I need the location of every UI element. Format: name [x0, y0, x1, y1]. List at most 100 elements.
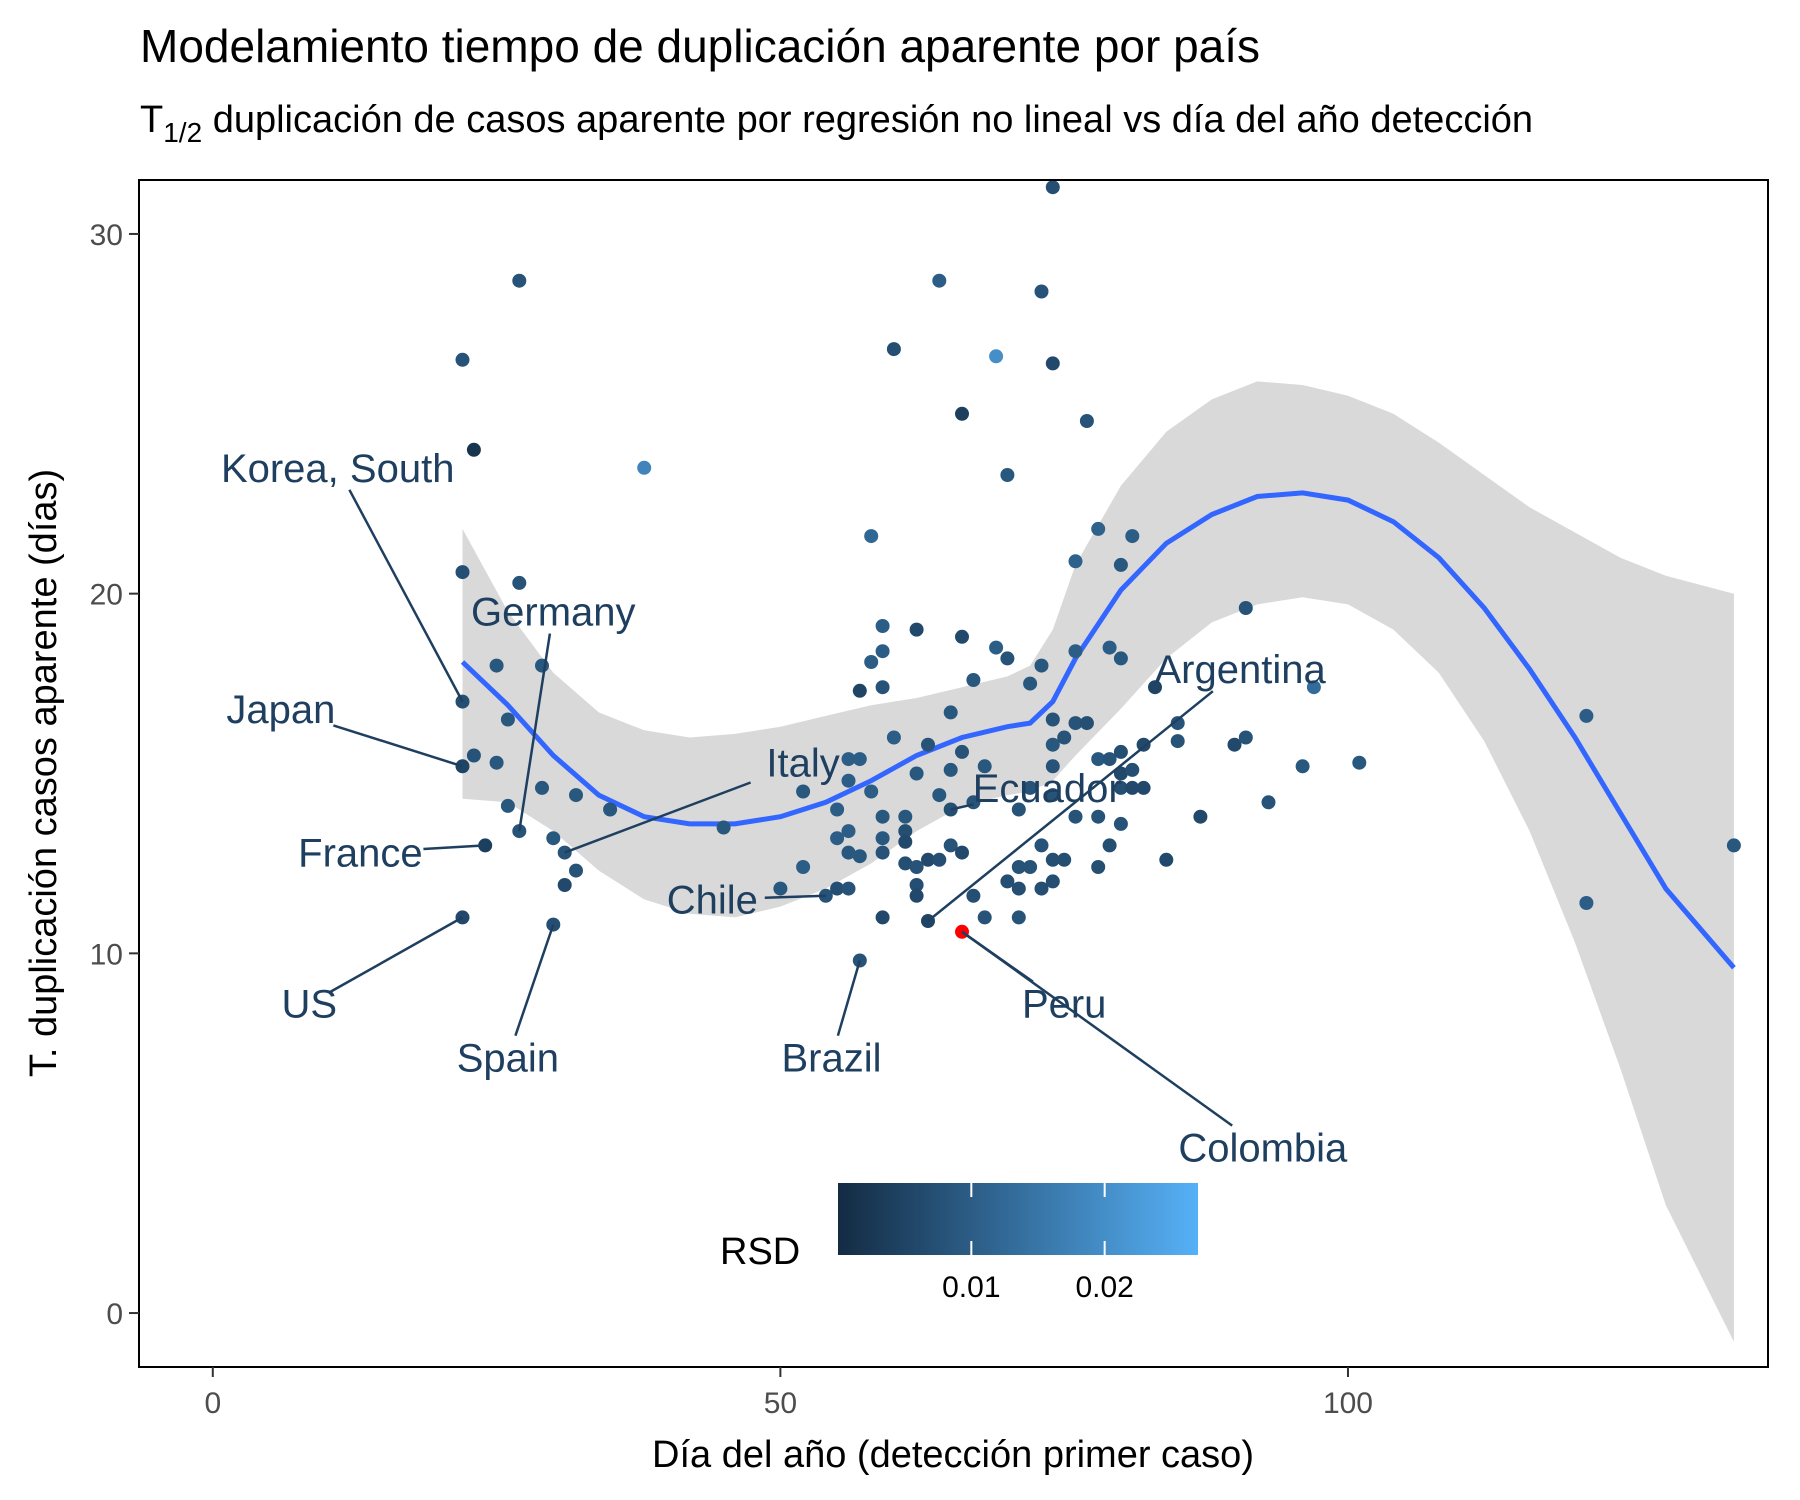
x-tick-label: 50 [764, 1387, 797, 1420]
data-point [1023, 676, 1038, 691]
data-point [489, 755, 504, 770]
data-point [1000, 874, 1015, 889]
data-point [1045, 180, 1060, 195]
data-point [796, 784, 811, 799]
data-point [841, 752, 856, 767]
data-point [864, 529, 879, 544]
annotation-leader-line [764, 894, 826, 899]
data-point [1057, 730, 1072, 745]
data-point [955, 406, 969, 421]
chart-subtitle: T1/2 duplicación de casos aparente por r… [140, 99, 1533, 148]
data-point [875, 845, 890, 860]
data-point [1113, 766, 1128, 781]
annotation-korea-south: Korea, South [221, 447, 464, 703]
data-point [898, 809, 913, 824]
data-point [830, 802, 845, 817]
data-point [1079, 716, 1094, 731]
data-point [955, 845, 969, 860]
annotation-leader-line [961, 930, 1233, 1127]
data-point [1170, 734, 1185, 749]
data-point [1045, 874, 1060, 889]
annotation-ecuador: Ecuador [950, 767, 1122, 811]
annotation-leader-line [564, 781, 752, 854]
annotation-us: US [282, 916, 464, 1027]
data-point [1113, 780, 1128, 795]
country-label: France [298, 832, 423, 876]
annotation-colombia: Colombia [961, 930, 1348, 1171]
data-point [1306, 680, 1321, 695]
data-point [1045, 712, 1060, 727]
annotation-leader-line [423, 844, 486, 851]
data-point [1227, 737, 1242, 752]
country-label: Korea, South [221, 447, 455, 491]
data-point [955, 629, 969, 644]
data-point [875, 680, 890, 695]
data-point [841, 824, 856, 839]
data-point [1102, 838, 1117, 853]
data-point [886, 342, 901, 357]
legend-tick-label: 0.01 [942, 1271, 1000, 1304]
country-label: Brazil [781, 1037, 881, 1081]
data-point [898, 824, 913, 839]
data-point [875, 831, 890, 846]
data-point [1045, 852, 1060, 867]
data-point [773, 881, 788, 896]
data-point [1000, 468, 1015, 482]
data-point [1045, 788, 1060, 803]
data-point [1102, 640, 1117, 655]
country-label: Italy [766, 742, 839, 786]
data-point [830, 831, 845, 846]
annotation-leader-line [514, 924, 555, 1037]
data-point [909, 860, 924, 874]
data-point [1579, 896, 1594, 910]
data-point [466, 748, 481, 763]
data-point [841, 845, 856, 860]
data-point [977, 910, 992, 925]
data-point [898, 856, 913, 871]
annotation-argentina: Argentina [927, 648, 1326, 922]
data-point [909, 622, 924, 637]
data-point [466, 442, 481, 457]
data-point [875, 809, 890, 824]
data-point [841, 773, 856, 788]
data-point [1125, 762, 1140, 777]
annotation-leader-line [518, 633, 552, 832]
subtitle-text: duplicación de casos aparente por regres… [202, 99, 1533, 141]
y-axis-title: T. duplicación casos aparente (días) [23, 469, 65, 1077]
data-point [1079, 414, 1094, 428]
plot-area [455, 180, 1741, 1342]
annotation-italy: Italy [564, 742, 840, 854]
data-point [989, 640, 1004, 655]
data-point [932, 788, 947, 803]
annotation-japan: Japan [226, 688, 463, 768]
data-point [1125, 780, 1140, 795]
country-label: Germany [471, 591, 636, 635]
data-point [852, 752, 867, 767]
data-point [852, 849, 867, 864]
legend-tick-label: 0.02 [1075, 1271, 1133, 1304]
data-point [943, 705, 958, 720]
data-point [966, 888, 981, 903]
data-point [1045, 737, 1060, 752]
country-label: Argentina [1154, 648, 1326, 692]
data-point [1011, 802, 1026, 817]
y-axis: 0 10 20 30 [90, 219, 139, 1331]
country-label: Chile [667, 878, 758, 922]
x-tick-label: 0 [204, 1387, 221, 1420]
data-point [1091, 521, 1106, 536]
data-point [921, 852, 935, 867]
data-point [1125, 529, 1140, 544]
legend: RSD 0.01 0.02 [720, 1183, 1198, 1304]
data-point [1136, 737, 1151, 752]
annotation-chile: Chile [667, 878, 826, 922]
data-point [1068, 644, 1083, 659]
data-point [455, 352, 470, 367]
data-point [1034, 284, 1049, 299]
y-tick-label: 20 [90, 579, 123, 612]
y-tick-label: 10 [90, 938, 123, 971]
data-point [500, 712, 515, 727]
annotation-brazil: Brazil [781, 960, 882, 1081]
data-point [1113, 651, 1128, 666]
country-label: US [282, 983, 338, 1027]
data-point [569, 788, 583, 803]
